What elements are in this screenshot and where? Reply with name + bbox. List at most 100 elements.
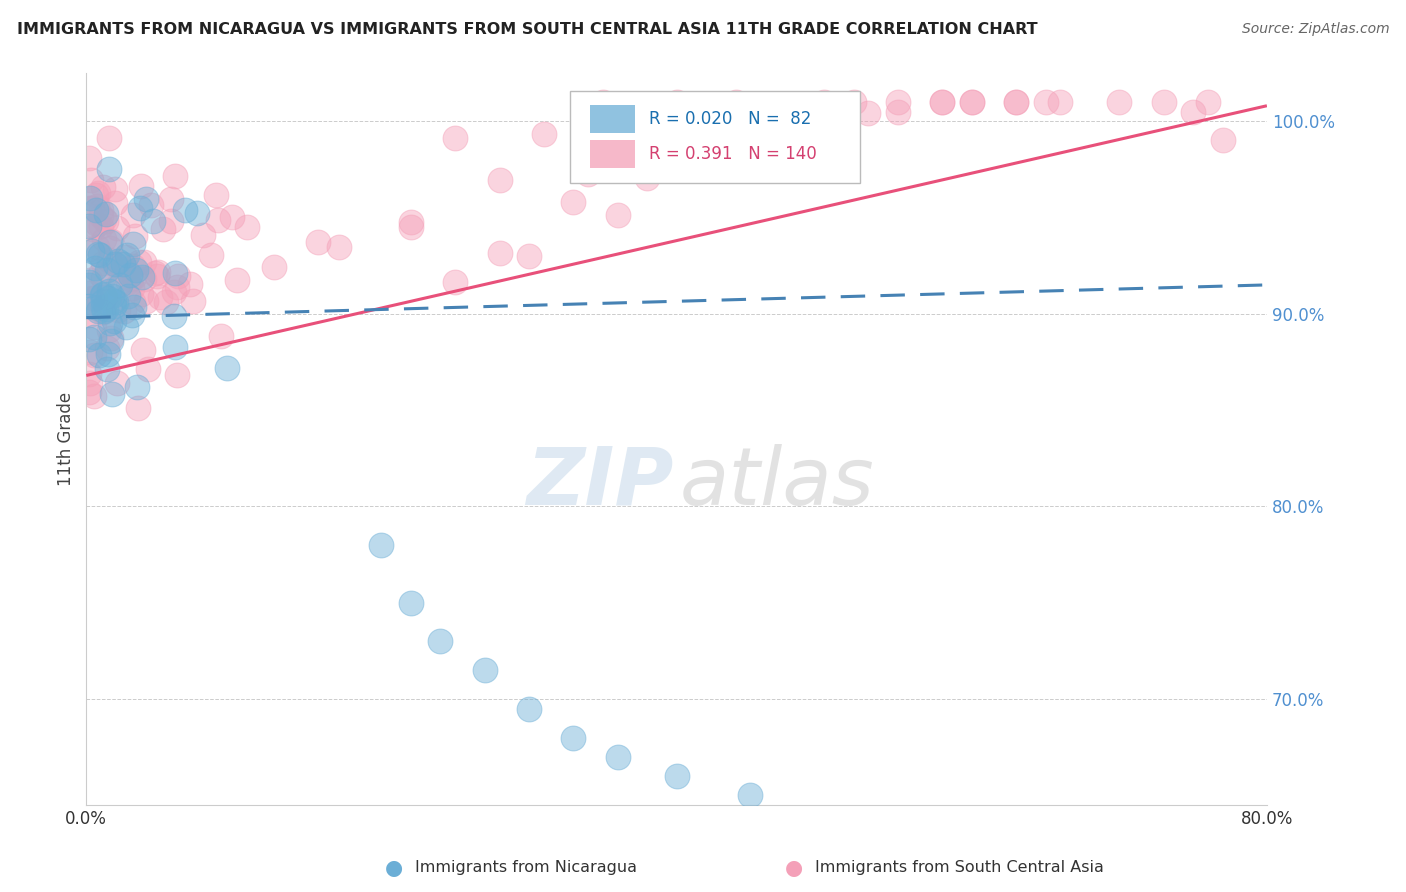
Point <box>125 263 148 277</box>
Point <box>91 287 114 301</box>
Point <box>167 269 190 284</box>
Point <box>93 294 115 309</box>
Point <box>1005 95 1028 109</box>
Point <box>122 270 145 285</box>
Point <box>155 294 177 309</box>
Text: Immigrants from Nicaragua: Immigrants from Nicaragua <box>415 861 637 875</box>
Point <box>79 273 101 287</box>
Point <box>82 222 104 236</box>
Point <box>91 300 114 314</box>
Point <box>90 219 112 234</box>
Point <box>114 250 136 264</box>
Point <box>931 95 953 109</box>
Point <box>136 362 159 376</box>
Point <box>105 221 128 235</box>
Point <box>488 245 510 260</box>
Point <box>1153 95 1175 109</box>
Point <box>120 268 142 282</box>
Point <box>533 128 555 142</box>
Point <box>77 368 100 382</box>
Point <box>111 257 134 271</box>
Point <box>103 314 125 328</box>
Point <box>127 379 149 393</box>
Point <box>86 217 108 231</box>
Point <box>163 266 186 280</box>
Point <box>77 332 100 346</box>
Point <box>104 257 127 271</box>
Point <box>93 286 115 301</box>
Point <box>80 244 103 258</box>
Point <box>94 214 117 228</box>
Text: Immigrants from South Central Asia: Immigrants from South Central Asia <box>815 861 1104 875</box>
Point <box>191 227 214 242</box>
Point <box>98 235 121 250</box>
Point <box>1035 95 1057 109</box>
Point <box>94 302 117 317</box>
Point <box>107 254 129 268</box>
Point <box>100 234 122 248</box>
Point <box>1108 95 1130 109</box>
Point <box>122 294 145 309</box>
Point <box>1049 95 1071 109</box>
Point <box>86 199 108 213</box>
Point <box>121 209 143 223</box>
Point <box>636 171 658 186</box>
Point <box>120 272 142 286</box>
Point <box>132 343 155 357</box>
Point <box>87 303 110 318</box>
Point <box>83 219 105 234</box>
Point <box>160 213 183 227</box>
Point <box>77 242 100 256</box>
Point <box>112 264 135 278</box>
Point <box>100 331 122 345</box>
Point <box>77 278 100 293</box>
Point <box>142 213 165 227</box>
Point <box>98 316 121 330</box>
Point <box>122 236 145 251</box>
Point <box>166 368 188 382</box>
Text: ●: ● <box>385 858 402 878</box>
Text: ZIP: ZIP <box>526 444 673 522</box>
Point <box>114 320 136 334</box>
Point <box>98 323 121 337</box>
Point <box>77 201 100 215</box>
Point <box>80 173 103 187</box>
Point <box>517 249 540 263</box>
Point <box>135 293 157 308</box>
Point <box>606 208 628 222</box>
Point <box>87 186 110 201</box>
Point <box>205 188 228 202</box>
Point <box>139 198 162 212</box>
Point <box>132 255 155 269</box>
Point <box>813 95 835 109</box>
Point <box>131 270 153 285</box>
Point <box>606 750 628 764</box>
Point <box>174 202 197 217</box>
Point <box>86 239 108 253</box>
Text: Source: ZipAtlas.com: Source: ZipAtlas.com <box>1241 22 1389 37</box>
Point <box>149 290 172 304</box>
Point <box>152 222 174 236</box>
Point <box>562 731 585 745</box>
Point <box>131 287 153 301</box>
Point <box>84 291 107 305</box>
FancyBboxPatch shape <box>571 91 859 183</box>
Point <box>127 401 149 415</box>
Point <box>83 261 105 276</box>
Point <box>399 219 422 234</box>
Point <box>132 272 155 286</box>
Point <box>121 281 143 295</box>
Point <box>89 267 111 281</box>
Point <box>236 219 259 234</box>
Point <box>695 110 717 124</box>
Point <box>103 257 125 271</box>
Point <box>200 247 222 261</box>
Point <box>91 270 114 285</box>
Point <box>79 191 101 205</box>
Point <box>307 235 329 250</box>
Point <box>179 277 201 292</box>
Text: IMMIGRANTS FROM NICARAGUA VS IMMIGRANTS FROM SOUTH CENTRAL ASIA 11TH GRADE CORRE: IMMIGRANTS FROM NICARAGUA VS IMMIGRANTS … <box>17 22 1038 37</box>
Point <box>148 265 170 279</box>
Point <box>209 328 232 343</box>
Point <box>444 131 467 145</box>
